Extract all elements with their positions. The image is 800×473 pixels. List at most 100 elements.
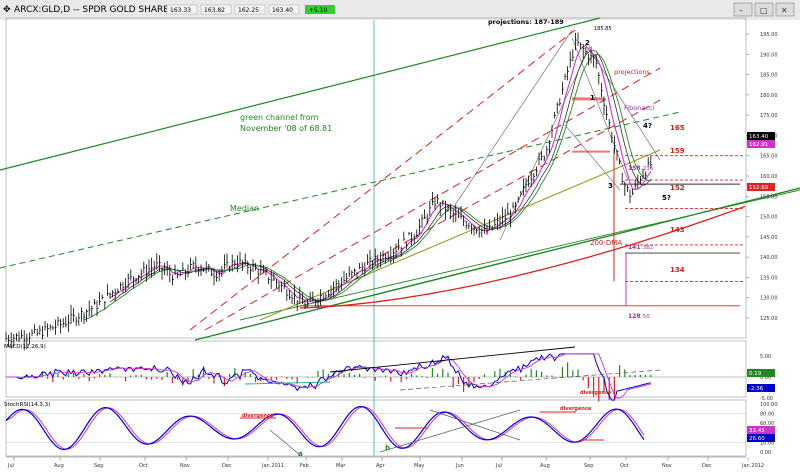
quote-value: 162.25 <box>238 7 259 14</box>
macd-y-tick-label: 5.00 <box>760 354 771 360</box>
macd-signal-line <box>6 353 651 399</box>
x-tick-label: Apr <box>376 463 386 469</box>
quote-change: +5.10 <box>309 7 328 14</box>
stoch-y-tick-label: 100.00 <box>760 402 778 408</box>
macd-last-box <box>747 384 775 392</box>
stoch-k-line <box>5 405 645 451</box>
price-annotation: projections <box>614 68 650 76</box>
channel-upper-line <box>0 17 601 171</box>
stoch-trend-line <box>429 409 521 441</box>
price-annotation: 1 <box>590 94 595 102</box>
y-tick-label: 185.00 <box>760 73 778 79</box>
price-annotation: 5? <box>662 194 671 202</box>
macd-last-label: 0.19 <box>749 371 762 377</box>
x-tick-label: Jul <box>7 463 14 469</box>
maximize-button[interactable] <box>754 2 774 17</box>
last-price-box <box>747 183 775 191</box>
quote-box <box>268 4 300 15</box>
stoch-last-label: 26.60 <box>749 436 765 442</box>
x-tick-label: Aug <box>54 463 64 469</box>
y-tick-label: 150.00 <box>760 215 778 221</box>
fan-line-1 <box>189 29 576 331</box>
macd-divergence-line <box>329 346 576 373</box>
macd-panel-frame <box>5 340 747 398</box>
macd-support-line <box>244 381 331 385</box>
macd-last-box <box>747 369 775 377</box>
x-tick-label: Nov <box>662 463 672 469</box>
quote-box <box>200 4 232 15</box>
price-annotation: 185.85 <box>594 26 612 32</box>
window-buttons: – □ ✕ <box>733 2 795 17</box>
last-price-label: 163.40 <box>749 134 769 140</box>
stochrsi-layer: 100.0080.0060.0040.0020.000.00divergence… <box>5 402 778 458</box>
x-tick-label: Mar <box>336 463 346 469</box>
minimize-button[interactable] <box>733 2 753 17</box>
last-price-label: 152.69 <box>749 185 769 191</box>
last-price-box <box>747 140 775 148</box>
y-tick-label: 125.00 <box>760 316 778 322</box>
quote-box <box>234 4 266 15</box>
y-tick-label: 155.00 <box>760 194 778 200</box>
x-tick-label: Sep <box>94 463 103 469</box>
ma-green-line <box>83 53 651 321</box>
y-tick-label: 180.00 <box>760 93 778 99</box>
macd-layer: 5.00 0.00 -5.00 divergence 0.19 -2.36 <box>6 346 775 402</box>
y-tick-label: 135.00 <box>760 275 778 281</box>
close-icon: ✕ <box>781 6 788 15</box>
stoch-last-box <box>747 426 775 434</box>
annotations-layer: projections: 187-189 185.85 2 1 projections F… <box>230 18 685 320</box>
minimize-icon: – <box>739 6 743 15</box>
x-tick-label: Nov <box>180 463 190 469</box>
macd-y-tick-label: -5.00 <box>760 396 773 402</box>
quote-bar: 163.33 163.82 162.25 163.40 +5.10 <box>166 4 335 15</box>
price-annotation: green channel from <box>240 113 319 122</box>
price-annotation: Fibonacci <box>624 104 654 112</box>
stochrsi-panel-frame <box>5 399 747 457</box>
price-bars-layer <box>5 32 653 351</box>
stoch-annotation: divergence <box>242 413 274 419</box>
wave-line-b <box>499 45 591 241</box>
x-tick-label: Oct <box>139 463 148 469</box>
price-annotation: 128 <box>628 313 641 320</box>
last-price-label: 162.91 <box>749 142 768 148</box>
quote-change-box <box>305 5 335 14</box>
y-tick-label: 140.00 <box>760 255 778 261</box>
fan-line-3 <box>369 99 661 263</box>
wave-line-c <box>571 37 629 181</box>
quote-box <box>166 4 198 15</box>
x-tick-label: Jan 2012 <box>741 463 764 469</box>
y-tick-label: 145.00 <box>760 235 778 241</box>
stoch-annotation: a <box>298 450 303 458</box>
price-annotation: .50 <box>641 314 650 320</box>
stoch-trend-line <box>379 409 521 453</box>
stoch-annotation: b <box>385 444 390 452</box>
price-y-axis: 195.00190.00185.00180.00175.00170.00165.… <box>746 32 778 322</box>
x-tick-label: Dec <box>702 463 712 469</box>
price-annotation: .236 <box>641 166 654 172</box>
x-tick-label: Sep <box>584 463 593 469</box>
price-annotation: 4? <box>643 122 652 130</box>
stochrsi-panel-title: StochRSI(14,3,3) <box>4 402 50 408</box>
price-annotation: 143 <box>670 226 685 234</box>
price-annotation: 159 <box>670 147 685 155</box>
price-annotation: Median <box>230 204 259 213</box>
macd-y-tick-label: 0.00 <box>760 375 771 381</box>
chart-title: ARCX:GLD,D -- SPDR GOLD SHARES <box>14 5 175 15</box>
stoch-last-box <box>747 434 775 442</box>
y-tick-label: 195.00 <box>760 32 778 38</box>
y-tick-label: 160.00 <box>760 174 778 180</box>
x-tick-label: Jan 2011 <box>261 463 284 469</box>
olive-trendline <box>259 149 661 321</box>
stoch-d-line <box>5 406 645 450</box>
maximize-icon: □ <box>760 6 768 15</box>
stoch-annotation: divergence <box>560 406 592 412</box>
x-axis: Jul Aug Sep Oct Nov Dec Jan 2011 Feb Mar Apr May Ju… <box>6 456 764 469</box>
price-annotation: projections: 187-189 <box>488 18 564 26</box>
x-tick-label: Feb <box>300 463 309 469</box>
channel-median-line <box>0 111 681 269</box>
close-button[interactable] <box>775 2 795 17</box>
quote-value: 163.33 <box>170 7 191 14</box>
wave-line-a <box>454 29 573 206</box>
